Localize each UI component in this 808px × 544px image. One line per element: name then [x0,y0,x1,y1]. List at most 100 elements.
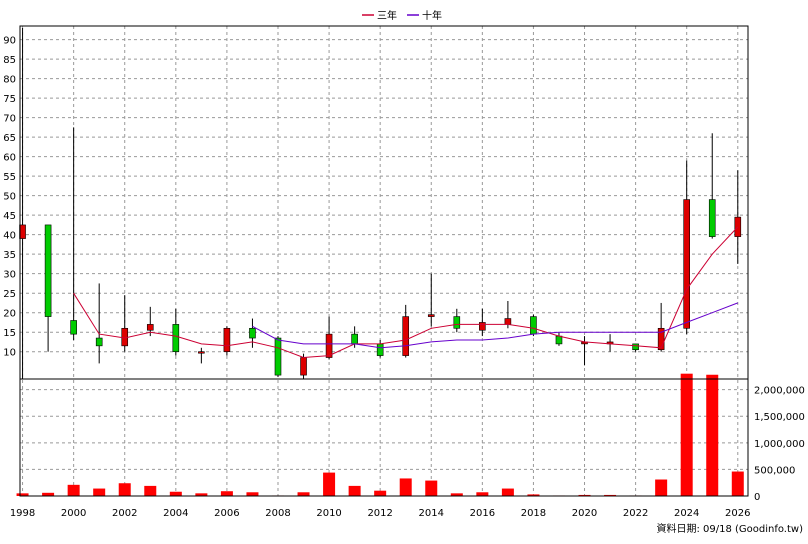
price-tick-label: 75 [3,94,16,105]
candle-body [300,357,307,376]
x-tick-label: 2006 [214,508,239,519]
legend-label: 三年 [377,9,397,22]
x-tick-label: 2014 [419,508,444,519]
price-tick-label: 50 [3,192,16,203]
price-tick-label: 90 [3,36,16,47]
candle-body [325,333,333,358]
volume-bar [16,493,29,496]
candle-body [198,351,205,354]
candle-body [453,316,461,329]
volume-bar [297,492,310,496]
volume-bar [42,492,55,496]
volume-bar [450,493,463,496]
volume-bar [246,492,259,496]
candle-body [172,324,180,352]
x-tick-label: 2012 [367,508,392,519]
volume-tick-label: 0 [754,492,760,503]
price-tick-label: 60 [3,153,16,164]
price-tick-label: 20 [3,309,16,320]
price-tick-label: 15 [3,328,16,339]
price-tick-label: 25 [3,289,16,300]
x-tick-label: 2004 [163,508,188,519]
volume-tick-label: 1,500,000 [754,412,805,423]
candle-body [683,199,690,329]
volume-bar [680,373,693,496]
price-tick-label: 80 [3,75,16,86]
volume-bar [706,374,719,496]
volume-bar [144,485,157,496]
x-tick-label: 2024 [674,508,699,519]
volume-bar [118,483,131,496]
volume-bars [16,373,744,496]
volume-bar [323,472,336,496]
price-tick-label: 70 [3,114,16,125]
candle-body [402,316,410,356]
price-tick-label: 40 [3,231,16,242]
x-tick-label: 2002 [112,508,137,519]
candle-body [274,337,282,376]
x-tick-label: 1998 [10,508,35,519]
x-tick-label: 2008 [265,508,290,519]
x-tick-label: 2000 [61,508,86,519]
volume-bar [527,494,540,496]
volume-bar [169,491,182,496]
candle-body [95,337,103,347]
candle-body [555,335,563,345]
ma-line [73,226,739,359]
axes: 1998 2000 2002 2004 2006 2008 2010 2012 2014 2016… [3,25,805,519]
volume-bar [93,488,106,496]
candle-body [632,343,639,351]
candle-body [530,316,537,335]
volume-bar [374,490,387,496]
candle-body [427,314,435,317]
price-tick-label: 10 [3,348,16,359]
x-tick-label: 2020 [572,508,597,519]
volume-bar [501,488,514,496]
candle-body [70,320,77,335]
price-tick-label: 30 [3,270,16,281]
volume-bar [578,494,591,496]
candle-body [146,324,154,331]
legend: 三年 十年 [362,9,442,22]
candle-body [44,224,52,317]
candle-body [351,333,358,345]
price-tick-label: 45 [3,211,16,222]
volume-bar [195,493,208,496]
x-tick-label: 2016 [470,508,495,519]
volume-bar [425,480,438,496]
x-tick-label: 2018 [521,508,546,519]
moving-average-lines [73,226,739,359]
volume-bar [399,478,412,496]
price-tick-label: 55 [3,172,16,183]
source-label: 資料日期: 09/18 (Goodinfo.tw) [656,522,803,535]
volume-tick-label: 1,000,000 [754,439,805,450]
volume-bar [604,494,617,496]
ma-line [252,302,738,349]
candle-body [657,327,665,351]
candle-body [504,318,512,325]
x-tick-label: 2022 [623,508,648,519]
volume-bar [476,492,489,496]
volume-bar [220,491,233,496]
candle-body [479,322,486,331]
volume-bar [348,485,361,496]
x-tick-label: 2010 [316,508,341,519]
volume-bar [67,484,80,496]
volume-tick-label: 500,000 [754,465,795,476]
grid [20,26,748,497]
plot-frame [19,25,749,497]
price-tick-label: 35 [3,250,16,261]
candle-body [734,216,742,237]
price-tick-label: 65 [3,133,16,144]
volume-bar [655,479,668,496]
price-tick-label: 85 [3,55,16,66]
x-tick-label: 2026 [725,508,750,519]
candle-body [708,199,716,237]
candle-body [249,327,256,339]
legend-label: 十年 [422,9,442,22]
price-candles [19,27,742,379]
candle-body [376,343,384,356]
volume-bar [731,471,744,496]
